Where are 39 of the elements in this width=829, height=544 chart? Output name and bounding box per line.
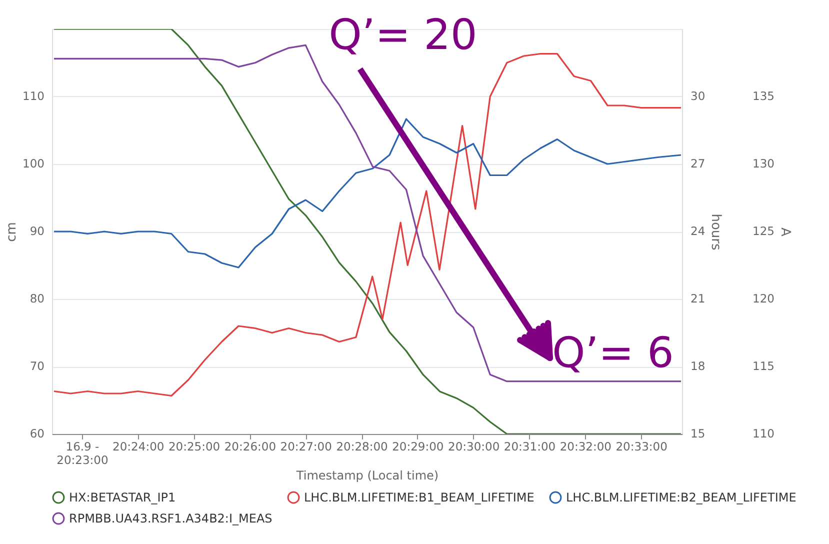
y3-axis-title: A xyxy=(777,228,792,237)
y3-tick-label: 125 xyxy=(752,224,774,238)
y2-tick-label: 27 xyxy=(690,156,706,170)
legend-label: LHC.BLM.LIFETIME:B2_BEAM_LIFETIME xyxy=(566,490,796,505)
x-tick-label: 16.9 - 20:23:00 xyxy=(56,440,108,467)
x-tick-label: 20:28:00 xyxy=(336,440,388,454)
y-tick-label: 90 xyxy=(30,224,44,238)
y-tick-label: 80 xyxy=(30,292,44,306)
x-axis-title: Timestamp (Local time) xyxy=(295,468,439,482)
y2-axis-title: hours xyxy=(708,214,724,250)
legend-label: HX:BETASTAR_IP1 xyxy=(69,490,176,505)
y3-tick-label: 120 xyxy=(752,292,774,306)
x-tick-label: 20:33:00 xyxy=(616,440,668,454)
y3-tick-label: 110 xyxy=(752,426,774,440)
legend-label: LHC.BLM.LIFETIME:B1_BEAM_LIFETIME xyxy=(304,490,534,505)
annotation: Q’= 20 xyxy=(328,10,478,59)
x-tick-label: 20:25:00 xyxy=(168,440,220,454)
y2-tick-label: 15 xyxy=(690,426,706,440)
x-tick-label: 20:32:00 xyxy=(560,440,612,454)
y3-tick-label: 135 xyxy=(752,89,774,103)
x-tick-label: 20:29:00 xyxy=(392,440,444,454)
y-axis-title: cm xyxy=(4,222,20,242)
y-tick-label: 70 xyxy=(30,359,44,373)
x-tick-label: 20:30:00 xyxy=(448,440,500,454)
y3-tick-label: 115 xyxy=(752,359,774,373)
y-tick-label: 60 xyxy=(30,426,44,440)
y2-tick-label: 21 xyxy=(690,292,706,306)
y3-tick-label: 130 xyxy=(752,156,774,170)
x-tick-label: 20:31:00 xyxy=(504,440,556,454)
x-tick-label: 20:26:00 xyxy=(224,440,276,454)
x-tick-label: 20:27:00 xyxy=(280,440,332,454)
legend-label: RPMBB.UA43.RSF1.A34B2:I_MEAS xyxy=(69,512,272,526)
annotation: Q’= 6 xyxy=(552,328,674,377)
y2-tick-label: 24 xyxy=(690,224,706,238)
y2-tick-label: 18 xyxy=(690,359,706,373)
y-tick-label: 100 xyxy=(22,156,44,170)
y2-tick-label: 30 xyxy=(690,89,706,103)
x-tick-label: 20:24:00 xyxy=(112,440,164,454)
y-tick-label: 110 xyxy=(22,89,44,103)
